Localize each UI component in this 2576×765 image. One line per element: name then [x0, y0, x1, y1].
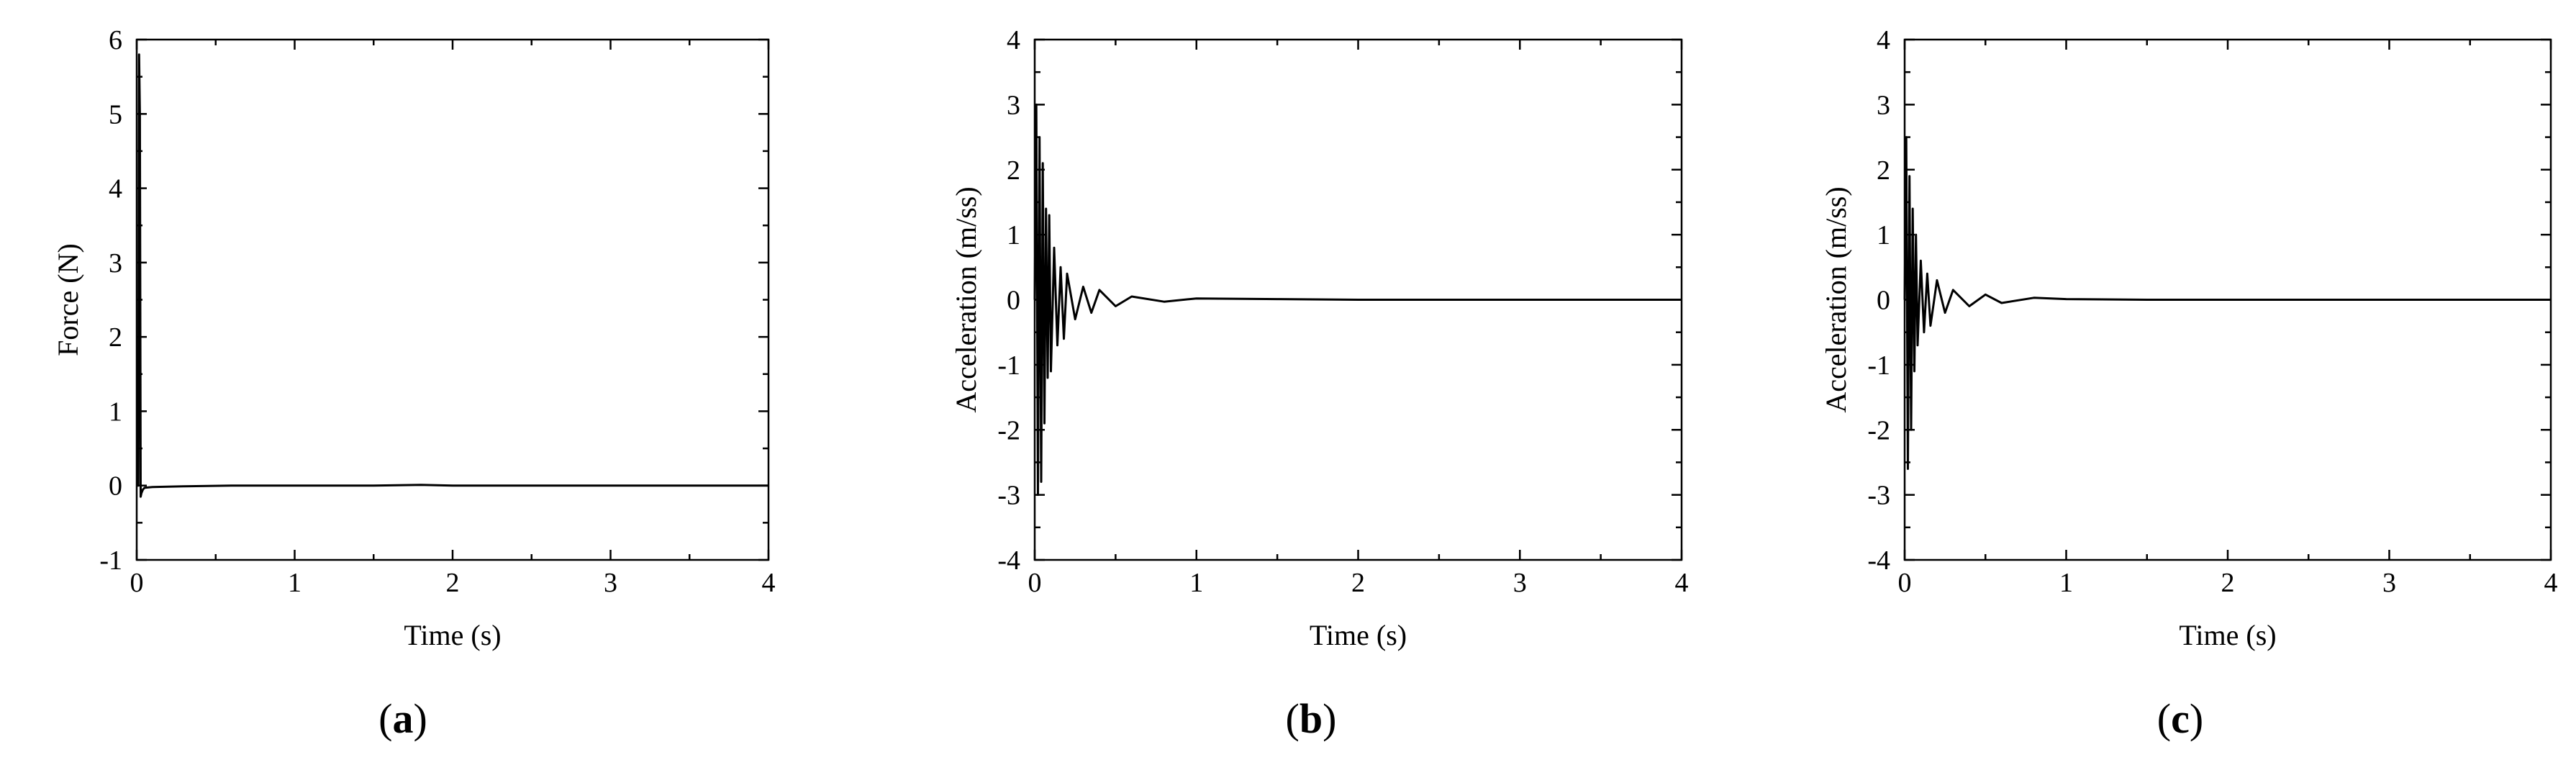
y-tick-label: -1: [99, 546, 122, 576]
x-tick-label: 4: [762, 568, 776, 598]
y-tick-label: 0: [1877, 286, 1890, 316]
series-line-c: [1903, 136, 2551, 470]
x-tick-label: 0: [130, 568, 144, 598]
x-tick-label: 0: [1898, 568, 1912, 598]
y-tick-label: 3: [1007, 90, 1020, 120]
x-tick-label: 3: [2382, 568, 2396, 598]
series-line-b: [1033, 103, 1682, 497]
y-axis-title: Force (N): [52, 243, 84, 356]
y-tick-label: 2: [109, 322, 122, 353]
y-tick-label: 4: [1007, 25, 1020, 55]
y-tick-label: -1: [997, 350, 1020, 381]
y-tick-label: -4: [997, 546, 1020, 576]
chart-panel-a: 0 1 2 3 4 -1 0 1 2 3 4 5 6 Time (s) Force (N) (a): [52, 25, 776, 742]
panel-label: (b): [1286, 695, 1337, 742]
y-tick-label: 2: [1877, 155, 1890, 186]
x-tick-label: 2: [2221, 568, 2235, 598]
y-tick-label: -4: [1867, 546, 1890, 576]
y-tick-label: 1: [109, 397, 122, 427]
y-tick-label: 3: [109, 248, 122, 279]
panel-label: (c): [2157, 695, 2203, 742]
y-axis-title: Acceleration (m/ss): [950, 186, 982, 412]
x-tick-label: 4: [1675, 568, 1689, 598]
y-tick-label: -3: [997, 481, 1020, 511]
x-tick-label: 1: [288, 568, 301, 598]
series-line-a: [137, 53, 768, 498]
y-tick-label: 6: [109, 25, 122, 55]
chart-panel-b: 0 1 2 3 4 -4 -3 -2 -1 0 1 2 3 4 Time (s) Acceleration (…: [950, 25, 1689, 742]
x-tick-label: 2: [1351, 568, 1365, 598]
panel-label: (a): [378, 695, 427, 742]
y-tick-label: -2: [1867, 415, 1890, 445]
y-axis-title: Acceleration (m/ss): [1820, 186, 1852, 412]
x-axis-title: Time (s): [404, 619, 501, 651]
y-tick-label: 0: [1007, 286, 1020, 316]
plot-frame: [135, 38, 770, 561]
x-tick-label: 0: [1028, 568, 1042, 598]
y-tick-label: 5: [109, 99, 122, 130]
x-tick-label: 1: [2059, 568, 2073, 598]
x-tick-label: 4: [2544, 568, 2558, 598]
y-tick-label: 1: [1877, 220, 1890, 250]
chart-panel-c: 0 1 2 3 4 -4 -3 -2 -1 0 1 2 3 4 Time (s) Acceleration (…: [1820, 25, 2558, 742]
y-tick-label: -1: [1867, 350, 1890, 381]
x-tick-label: 3: [604, 568, 617, 598]
y-tick-label: 2: [1007, 155, 1020, 186]
y-tick-label: 4: [109, 174, 122, 204]
x-axis-title: Time (s): [1310, 619, 1407, 651]
x-tick-label: 1: [1189, 568, 1203, 598]
y-tick-label: 3: [1877, 90, 1890, 120]
y-tick-label: 0: [109, 471, 122, 502]
y-tick-label: -2: [997, 415, 1020, 445]
x-tick-label: 3: [1513, 568, 1527, 598]
y-tick-label: 1: [1007, 220, 1020, 250]
y-tick-label: 4: [1877, 25, 1890, 55]
x-tick-label: 2: [446, 568, 460, 598]
y-tick-label: -3: [1867, 481, 1890, 511]
x-axis-title: Time (s): [2179, 619, 2276, 651]
